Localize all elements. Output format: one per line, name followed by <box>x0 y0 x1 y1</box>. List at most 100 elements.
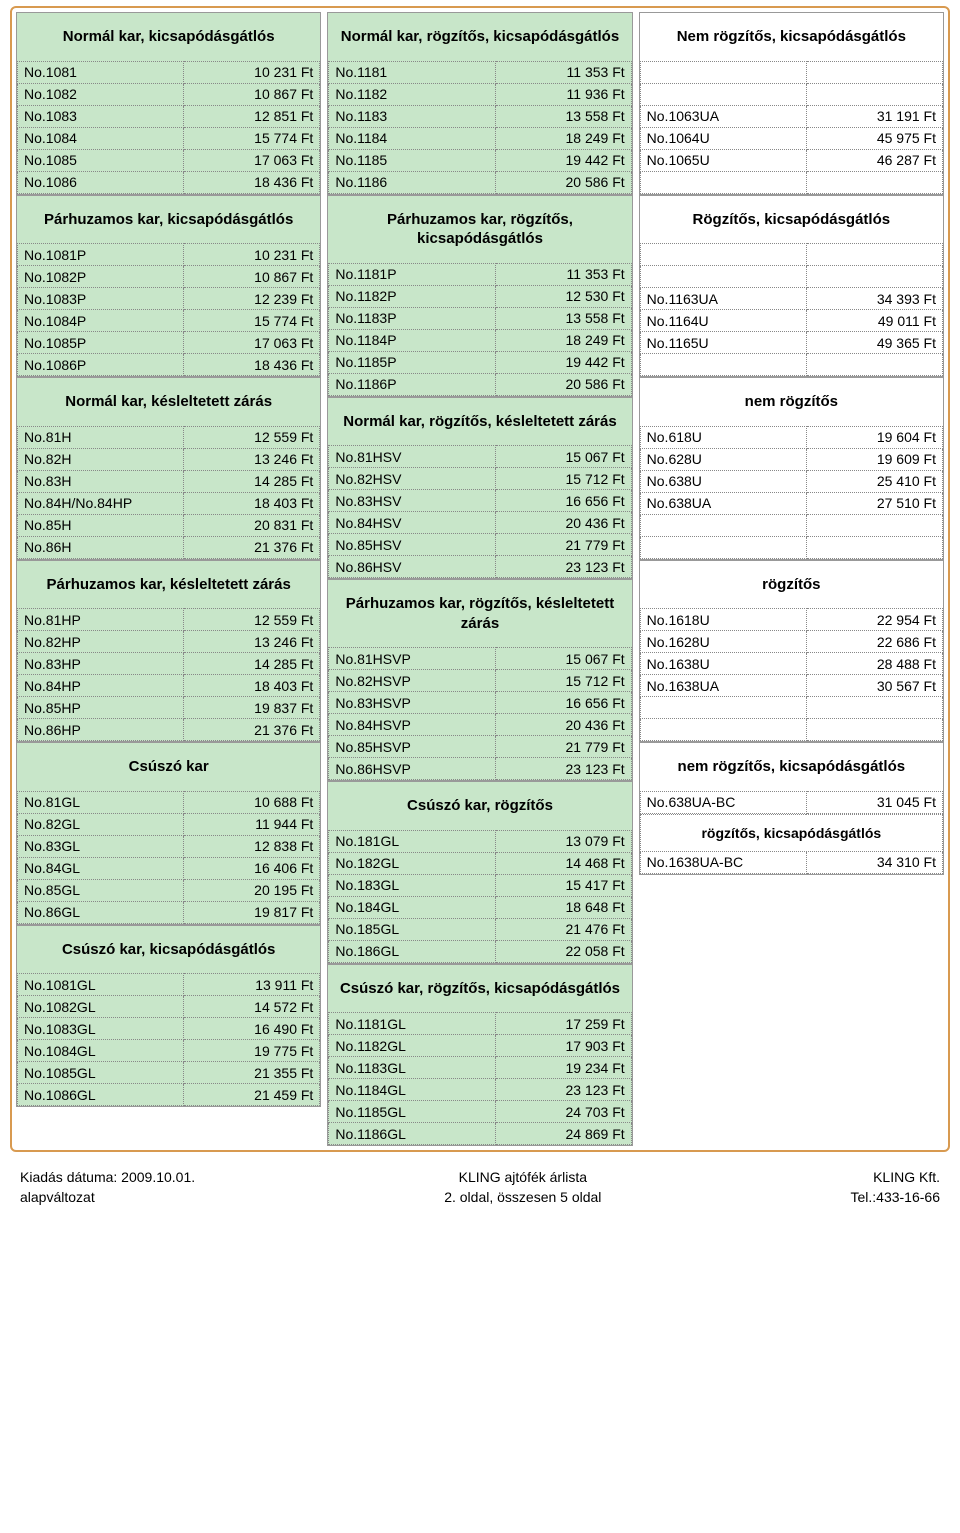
table-row: No.1618U22 954 Ft <box>640 609 942 631</box>
table-row: No.108312 851 Ft <box>18 105 320 127</box>
price-page: Normál kar, kicsapódásgátlósNo.108110 23… <box>10 6 950 1152</box>
product-price: 23 123 Ft <box>495 758 631 780</box>
section-title: Párhuzamos kar, rögzítős, késleltetett z… <box>328 580 631 647</box>
product-code: No.1084P <box>18 310 184 332</box>
footer-date: Kiadás dátuma: 2009.10.01. <box>20 1168 195 1188</box>
product-code: No.1085GL <box>18 1062 184 1084</box>
table-row: No.81H12 559 Ft <box>18 426 320 448</box>
price-section: Csúszó karNo.81GL10 688 FtNo.82GL11 944 … <box>16 742 321 925</box>
price-table: No.1181P11 353 FtNo.1182P12 530 FtNo.118… <box>328 263 631 396</box>
table-row: No.1082P10 867 Ft <box>18 266 320 288</box>
product-price: 16 656 Ft <box>495 490 631 512</box>
table-row: No.638UA27 510 Ft <box>640 492 942 514</box>
table-row: No.1184GL23 123 Ft <box>329 1079 631 1101</box>
product-code: No.84HP <box>18 675 184 697</box>
product-code <box>640 171 806 193</box>
price-table: No.1181GL17 259 FtNo.1182GL17 903 FtNo.1… <box>328 1012 631 1145</box>
product-code: No.84HSVP <box>329 714 495 736</box>
table-row: No.85HSVP21 779 Ft <box>329 736 631 758</box>
section-title: Nem rögzítős, kicsapódásgátlós <box>640 13 943 61</box>
product-code: No.1085 <box>18 149 184 171</box>
product-code: No.1182P <box>329 285 495 307</box>
product-code: No.83HSVP <box>329 692 495 714</box>
product-price <box>806 266 942 288</box>
table-row: No.618U19 604 Ft <box>640 426 942 448</box>
product-price: 18 249 Ft <box>495 127 631 149</box>
product-code: No.1081P <box>18 244 184 266</box>
price-table: No.1618U22 954 FtNo.1628U22 686 FtNo.163… <box>640 608 943 741</box>
product-code: No.81HSVP <box>329 648 495 670</box>
product-code: No.83GL <box>18 835 184 857</box>
table-row: No.1186GL24 869 Ft <box>329 1123 631 1145</box>
product-price: 13 246 Ft <box>184 448 320 470</box>
product-price: 13 911 Ft <box>184 974 320 996</box>
product-price: 11 353 Ft <box>495 263 631 285</box>
price-table: No.108110 231 FtNo.108210 867 FtNo.10831… <box>17 61 320 194</box>
product-price: 10 867 Ft <box>184 266 320 288</box>
product-code: No.86HP <box>18 719 184 741</box>
product-price: 34 393 Ft <box>806 288 942 310</box>
price-table: No.81HP12 559 FtNo.82HP13 246 FtNo.83HP1… <box>17 608 320 741</box>
table-row: No.1186P20 586 Ft <box>329 373 631 395</box>
product-price: 15 712 Ft <box>495 468 631 490</box>
product-code: No.1638UA <box>640 675 806 697</box>
footer-title: KLING ajtófék árlista <box>444 1168 601 1188</box>
product-code: No.85HSVP <box>329 736 495 758</box>
table-row: No.1084GL19 775 Ft <box>18 1040 320 1062</box>
product-code: No.81HP <box>18 609 184 631</box>
section-title: Párhuzamos kar, késleltetett zárás <box>17 561 320 609</box>
product-code: No.1184 <box>329 127 495 149</box>
product-price: 22 954 Ft <box>806 609 942 631</box>
table-row: No.1163UA34 393 Ft <box>640 288 942 310</box>
table-row: No.83GL12 838 Ft <box>18 835 320 857</box>
table-row: No.628U19 609 Ft <box>640 448 942 470</box>
product-price <box>806 354 942 376</box>
product-price: 19 817 Ft <box>184 901 320 923</box>
product-price: 15 712 Ft <box>495 670 631 692</box>
table-row: No.186GL22 058 Ft <box>329 940 631 962</box>
product-price: 14 285 Ft <box>184 653 320 675</box>
product-price: 13 246 Ft <box>184 631 320 653</box>
product-price <box>806 719 942 741</box>
product-code: No.82HSVP <box>329 670 495 692</box>
product-code <box>640 697 806 719</box>
product-code: No.1185GL <box>329 1101 495 1123</box>
table-row: No.84HP18 403 Ft <box>18 675 320 697</box>
product-price: 22 686 Ft <box>806 631 942 653</box>
product-code: No.1183GL <box>329 1057 495 1079</box>
product-price: 49 011 Ft <box>806 310 942 332</box>
product-price: 15 774 Ft <box>184 127 320 149</box>
product-price: 46 287 Ft <box>806 149 942 171</box>
product-price: 49 365 Ft <box>806 332 942 354</box>
product-code: No.1085P <box>18 332 184 354</box>
price-table: No.618U19 604 FtNo.628U19 609 FtNo.638U2… <box>640 426 943 559</box>
product-code: No.1181P <box>329 263 495 285</box>
product-price: 14 468 Ft <box>495 852 631 874</box>
product-price: 23 123 Ft <box>495 556 631 578</box>
footer-left: Kiadás dátuma: 2009.10.01. alapváltozat <box>20 1168 195 1207</box>
price-section: nem rögzítősNo.618U19 604 FtNo.628U19 60… <box>639 377 944 560</box>
product-price: 17 903 Ft <box>495 1035 631 1057</box>
product-price <box>806 61 942 83</box>
product-code: No.1638U <box>640 653 806 675</box>
product-price: 19 234 Ft <box>495 1057 631 1079</box>
product-price: 21 779 Ft <box>495 534 631 556</box>
table-row: No.118620 586 Ft <box>329 171 631 193</box>
product-price: 20 436 Ft <box>495 512 631 534</box>
table-row: No.1628U22 686 Ft <box>640 631 942 653</box>
section-title: Csúszó kar <box>17 743 320 791</box>
section-title: nem rögzítős <box>640 378 943 426</box>
product-code: No.86HSV <box>329 556 495 578</box>
product-code: No.1084GL <box>18 1040 184 1062</box>
price-table: No.1081GL13 911 FtNo.1082GL14 572 FtNo.1… <box>17 973 320 1106</box>
price-column: Normál kar, rögzítős, kicsapódásgátlósNo… <box>327 12 632 1146</box>
product-code: No.1186GL <box>329 1123 495 1145</box>
product-price: 10 231 Ft <box>184 244 320 266</box>
product-code: No.83HP <box>18 653 184 675</box>
product-price: 14 285 Ft <box>184 470 320 492</box>
product-price: 24 869 Ft <box>495 1123 631 1145</box>
product-code: No.182GL <box>329 852 495 874</box>
product-price <box>806 83 942 105</box>
product-price: 18 436 Ft <box>184 171 320 193</box>
product-code: No.1082P <box>18 266 184 288</box>
